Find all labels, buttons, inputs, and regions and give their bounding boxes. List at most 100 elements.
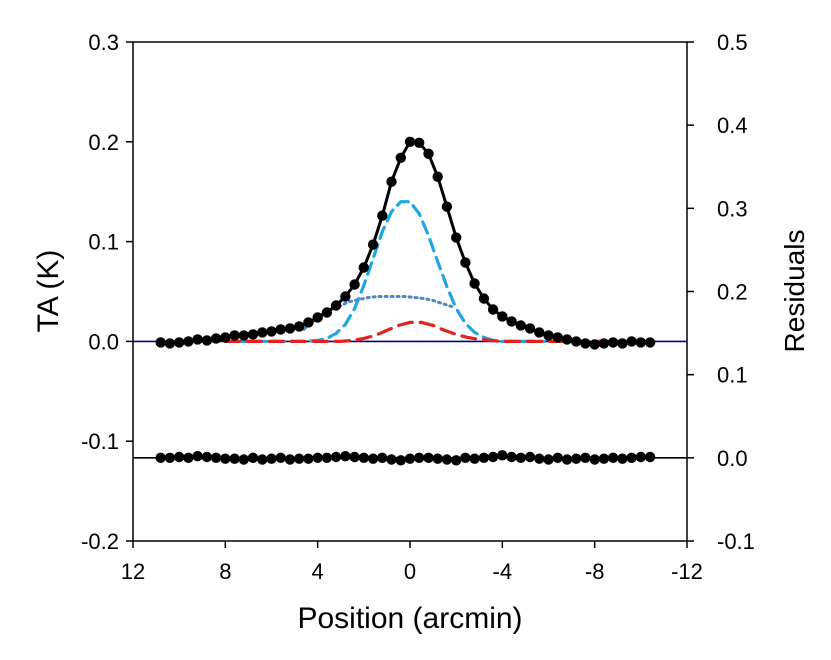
y-axis-ticks: 0.3 0.2 0.1 0.0 -0.1 -0.2 (81, 30, 133, 554)
residual-point (155, 452, 166, 463)
data-point (441, 201, 453, 212)
residual-point (469, 453, 480, 464)
data-point (395, 152, 406, 163)
residual-point (423, 452, 434, 463)
data-point (201, 335, 213, 346)
data-point (312, 312, 323, 323)
series-line-black-line-markers (159, 140, 652, 346)
data-point (487, 304, 499, 315)
data-point (626, 336, 637, 347)
reference-lines (133, 340, 687, 459)
data-point (534, 327, 545, 338)
residual-point (451, 455, 462, 466)
residual-point (174, 451, 185, 463)
data-point (589, 339, 600, 350)
residual-point (229, 453, 240, 464)
data-point (247, 329, 259, 340)
residual-point (210, 452, 222, 463)
series-line-cyan-dashed (233, 200, 546, 343)
data-point (497, 311, 508, 322)
data-point (571, 336, 582, 347)
x-tick-label: 4 (312, 559, 324, 584)
data-point (284, 323, 296, 334)
residual-point (340, 451, 351, 462)
y-axis-title: TA (K) (32, 250, 65, 333)
residual-point (644, 451, 656, 463)
residual-point (266, 453, 277, 464)
data-point (174, 337, 185, 348)
x-tick-label: 12 (121, 559, 145, 584)
data-point (210, 333, 222, 344)
residual-layer (155, 450, 656, 466)
data-point (349, 279, 360, 290)
y-tick-label: 0.0 (88, 329, 119, 354)
series-line-red-dashed (223, 320, 620, 343)
data-point (644, 337, 656, 348)
data-point (386, 176, 397, 187)
data-point (155, 337, 166, 348)
data-point (515, 320, 526, 331)
data-point (552, 332, 563, 343)
x-tick-label: 0 (404, 559, 416, 584)
residual-point (524, 451, 536, 463)
y2-tick-label: 0.3 (717, 196, 748, 221)
data-point (294, 321, 305, 332)
x-axis-ticks: 12 8 4 0 -4 -8 -12 (121, 541, 703, 584)
residual-point (386, 454, 397, 465)
residual-point (617, 453, 628, 464)
residual-point (294, 453, 305, 464)
residual-point (589, 454, 600, 465)
residual-point (460, 452, 471, 463)
data-point (524, 323, 536, 334)
residual-point (534, 453, 545, 464)
data-point (404, 136, 416, 147)
y2-tick-label: 0.5 (717, 30, 748, 55)
y2-axis-ticks: 0.5 0.4 0.3 0.2 0.1 0.0 -0.1 (687, 30, 755, 554)
y2-tick-label: 0.0 (717, 446, 748, 471)
residual-point (238, 454, 249, 465)
residual-point (497, 450, 508, 461)
residual-point (626, 452, 637, 463)
data-point (164, 338, 176, 349)
residual-point (598, 453, 610, 464)
data-point (257, 327, 268, 338)
data-point (607, 337, 619, 348)
data-point (220, 332, 231, 343)
residual-point (192, 451, 203, 462)
residual-point (349, 451, 360, 463)
data-point (432, 171, 443, 182)
data-point (414, 137, 425, 148)
residual-point (432, 453, 443, 464)
residual-point (515, 452, 526, 463)
data-point (635, 337, 646, 348)
x-tick-label: -12 (671, 559, 703, 584)
residual-point (377, 452, 388, 463)
residual-point (164, 452, 176, 463)
residual-point (414, 452, 425, 463)
data-point (266, 326, 277, 337)
x-tick-label: -4 (493, 559, 513, 584)
residual-point (330, 451, 342, 463)
series-layer (155, 136, 656, 350)
data-point (192, 334, 203, 345)
y2-tick-label: 0.1 (717, 363, 748, 388)
residual-point (247, 452, 259, 463)
y2-axis-title: Residuals (779, 230, 810, 353)
residual-point (312, 452, 323, 463)
residual-point (275, 452, 286, 463)
data-point (478, 293, 490, 304)
residual-point (571, 453, 582, 464)
residual-point (358, 452, 369, 463)
data-point (358, 262, 369, 273)
plot-area-frame (132, 41, 688, 542)
data-point (451, 232, 462, 243)
data-point (580, 338, 591, 349)
data-point (229, 330, 240, 341)
y2-tick-label: 0.4 (717, 113, 748, 138)
data-point (340, 291, 351, 302)
residual-point (404, 453, 416, 464)
residual-point (303, 453, 314, 464)
x-axis-title: Position (arcmin) (297, 602, 522, 635)
y2-tick-label: -0.1 (717, 529, 755, 554)
